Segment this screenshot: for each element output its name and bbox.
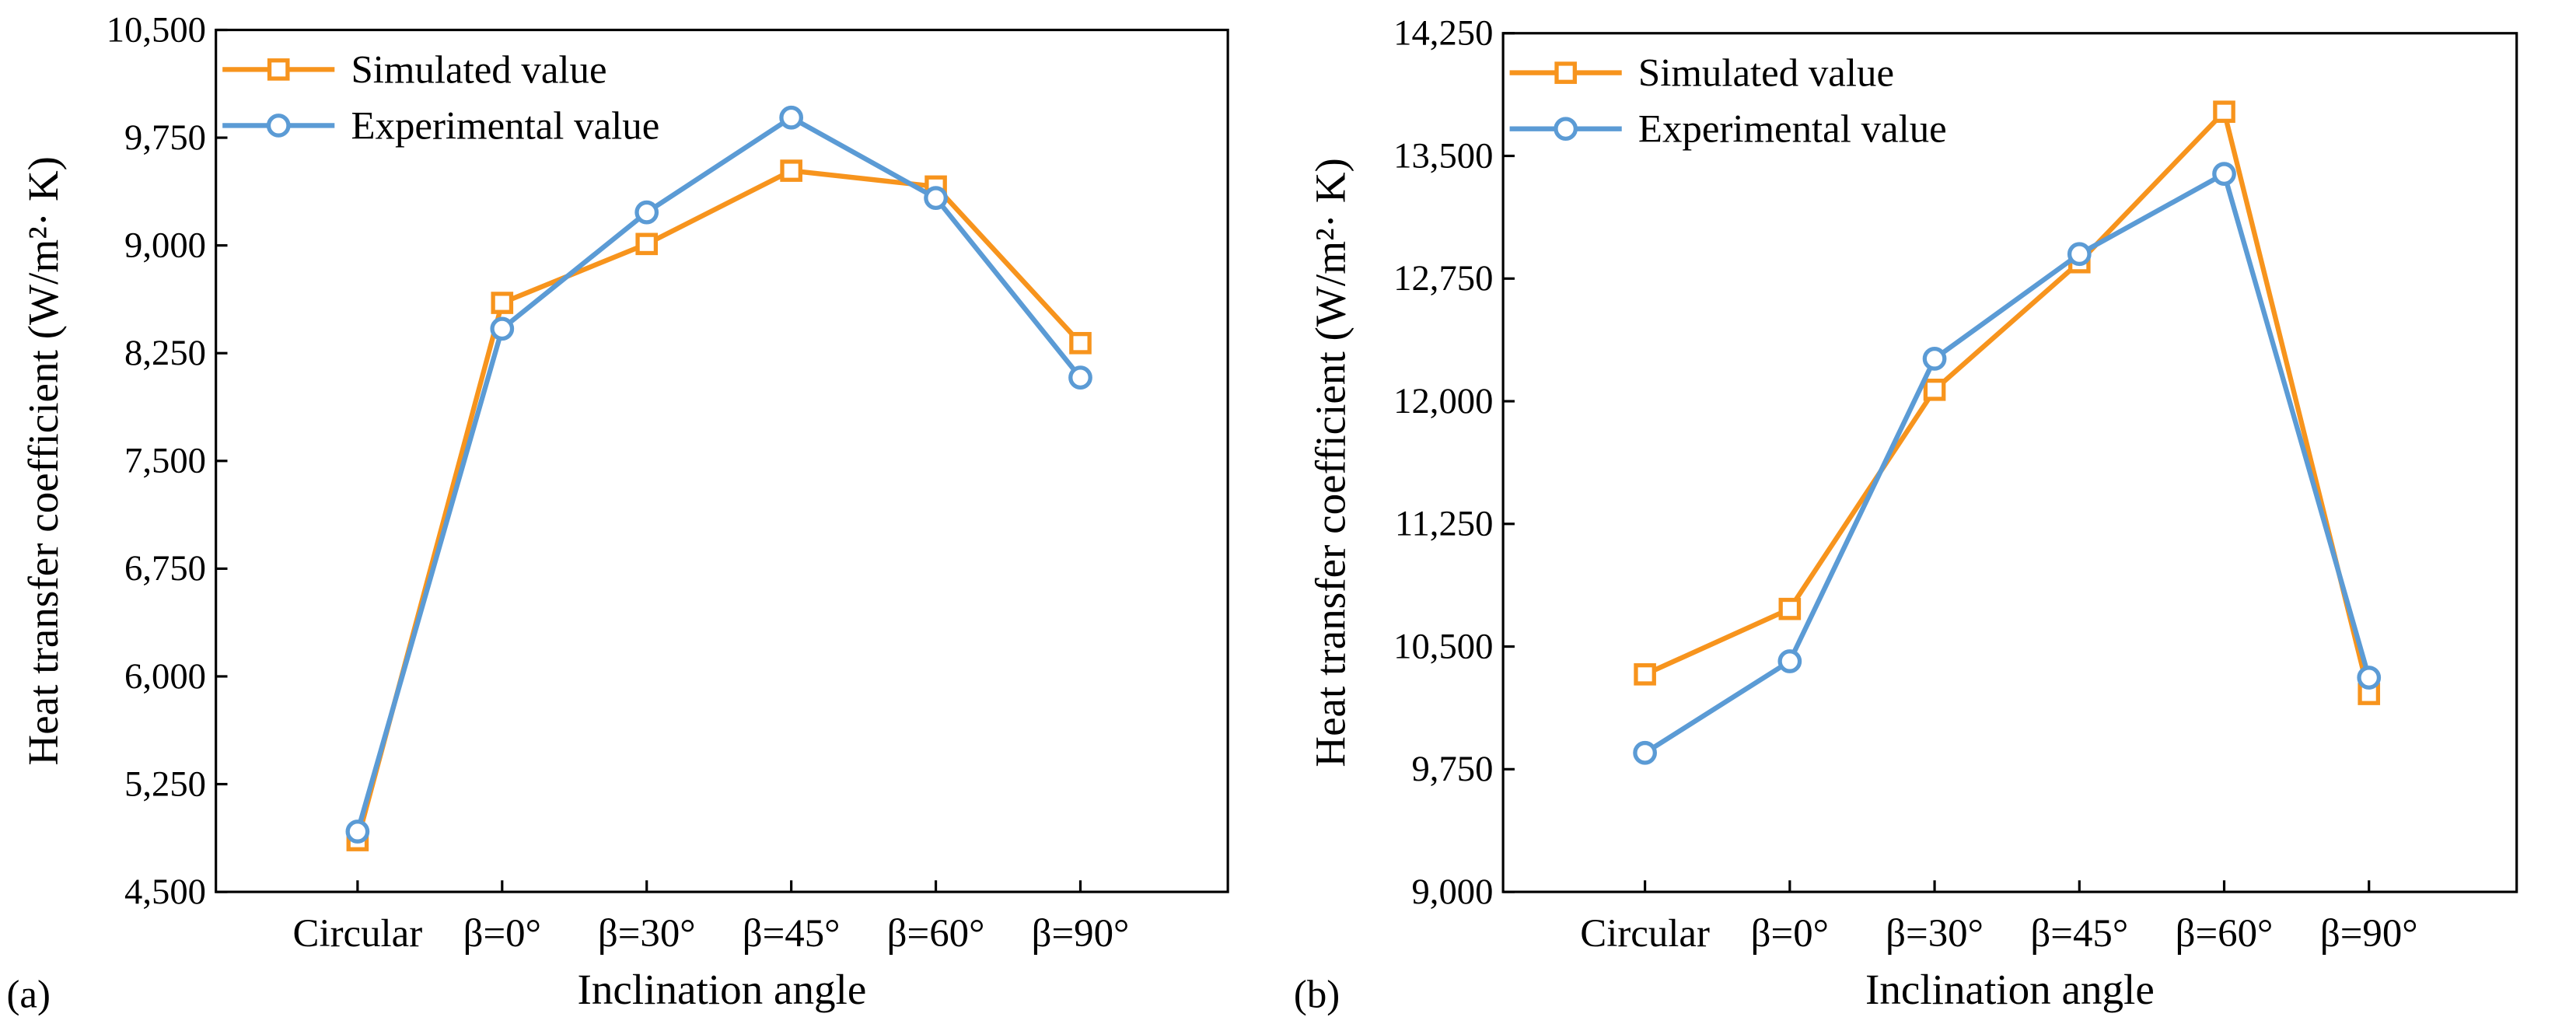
- data-point-simulated: [780, 159, 802, 182]
- legend-square-marker: [1554, 61, 1577, 84]
- legend-label: Simulated value: [351, 48, 606, 92]
- x-tick-label: β=30°: [1886, 912, 1984, 956]
- data-point-simulated: [1923, 378, 1946, 401]
- data-point-experimental: [2067, 242, 2092, 267]
- x-tick-label: β=0°: [463, 912, 541, 956]
- data-point-experimental: [1633, 740, 1657, 765]
- y-tick-label: 14,250: [1393, 13, 1493, 54]
- legend-label: Experimental value: [1638, 108, 1947, 152]
- y-axis-label: Heat transfer coefficient (W/m²· K): [19, 156, 67, 766]
- y-tick-label: 4,500: [124, 872, 206, 912]
- data-point-experimental: [924, 186, 948, 211]
- plot-frame: [215, 28, 1229, 893]
- y-tick-label: 9,000: [1411, 872, 1493, 912]
- y-tick-label: 13,500: [1393, 135, 1493, 176]
- data-point-experimental: [1777, 649, 1802, 673]
- y-tick-label: 6,750: [124, 548, 206, 589]
- data-point-simulated: [1778, 597, 1802, 620]
- x-tick-label: β=90°: [1032, 912, 1130, 956]
- y-tick-label: 9,750: [1411, 749, 1493, 789]
- legend-label: Experimental value: [351, 104, 659, 148]
- data-point-experimental: [345, 820, 370, 844]
- data-point-experimental: [1922, 346, 1947, 371]
- y-tick-label: 6,000: [124, 656, 206, 697]
- x-tick-label: β=45°: [743, 912, 841, 956]
- data-point-experimental: [490, 316, 515, 341]
- series-line-simulated: [355, 168, 1082, 841]
- data-point-experimental: [634, 200, 659, 225]
- y-tick-label: 10,500: [107, 9, 206, 50]
- plot-frame: [1501, 32, 2518, 893]
- data-point-simulated: [2213, 100, 2235, 124]
- data-point-simulated: [635, 232, 659, 256]
- x-axis-label: Inclination angle: [577, 966, 866, 1013]
- x-axis-label: Inclination angle: [1865, 966, 2155, 1013]
- legend-circle-marker: [1554, 117, 1578, 142]
- series-line-simulated: [1644, 107, 2372, 695]
- legend-label: Simulated value: [1638, 52, 1894, 96]
- legend-circle-marker: [266, 114, 291, 138]
- y-tick-label: 5,250: [124, 764, 206, 804]
- data-point-experimental: [1068, 365, 1092, 390]
- y-tick-label: 8,250: [124, 333, 206, 373]
- y-tick-label: 9,000: [124, 225, 206, 265]
- data-point-simulated: [1069, 331, 1092, 355]
- x-tick-label: β=60°: [887, 912, 985, 956]
- y-tick-label: 11,250: [1395, 504, 1493, 544]
- legend-square-marker: [267, 58, 290, 81]
- y-tick-label: 12,750: [1393, 258, 1493, 299]
- y-axis-label: Heat transfer coefficient (W/m²· K): [1307, 158, 1354, 767]
- x-tick-label: β=45°: [2030, 912, 2128, 956]
- x-tick-label: β=30°: [598, 912, 696, 956]
- data-point-experimental: [779, 105, 804, 130]
- x-tick-label: β=90°: [2320, 912, 2418, 956]
- data-point-simulated: [1634, 663, 1656, 686]
- chart-panel-a: 4,500 5,250 6,000 6,750 7,500 8,250 9,000 9,750…: [6, 9, 1229, 1016]
- x-tick-label: β=0°: [1751, 912, 1829, 956]
- y-tick-label: 7,500: [124, 441, 206, 481]
- panel-label: (b): [1294, 973, 1340, 1016]
- series-line-experimental: [1643, 170, 2372, 755]
- y-tick-label: 10,500: [1393, 626, 1493, 666]
- x-tick-label: β=60°: [2176, 912, 2274, 956]
- series-line-experimental: [355, 114, 1082, 833]
- panel-label: (a): [6, 973, 50, 1016]
- data-point-experimental: [2212, 162, 2236, 187]
- chart-panel-b: 9,000 9,750 10,500 11,250 12,000 12,750 13,500…: [1294, 13, 2518, 1016]
- x-tick-label: Circular: [293, 912, 423, 956]
- y-tick-label: 9,750: [124, 117, 206, 158]
- data-point-simulated: [491, 292, 514, 314]
- data-point-experimental: [2357, 666, 2382, 690]
- y-tick-label: 12,000: [1393, 381, 1493, 421]
- x-tick-label: Circular: [1580, 912, 1710, 956]
